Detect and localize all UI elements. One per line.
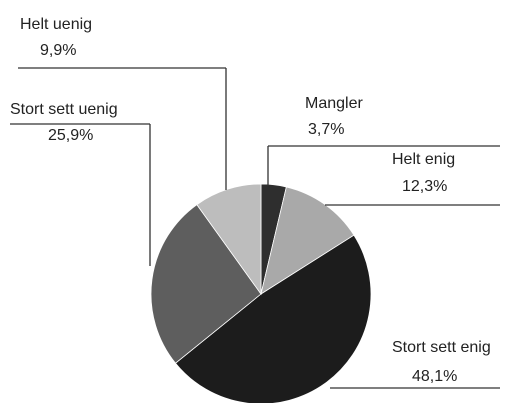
value-label: 3,7% bbox=[308, 121, 344, 138]
labels: Mangler 3,7% Helt enig 12,3% Stort sett enig… bbox=[10, 16, 500, 389]
pie-slice bbox=[174, 234, 372, 403]
slice-label: Helt uenig bbox=[20, 16, 92, 33]
pie-slice bbox=[196, 183, 262, 296]
slice-label: Stort sett uenig bbox=[10, 101, 118, 118]
slice-label: Mangler bbox=[305, 95, 363, 112]
pie-slice bbox=[260, 186, 355, 295]
slice-label: Helt enig bbox=[392, 151, 455, 168]
value-label: 25,9% bbox=[48, 127, 93, 144]
value-label: 48,1% bbox=[412, 368, 457, 385]
pie-slice bbox=[150, 204, 262, 364]
value-label: 9,9% bbox=[40, 42, 76, 59]
value-label: 12,3% bbox=[402, 178, 447, 195]
slice-label: Stort sett enig bbox=[392, 339, 491, 356]
pie bbox=[150, 183, 372, 403]
